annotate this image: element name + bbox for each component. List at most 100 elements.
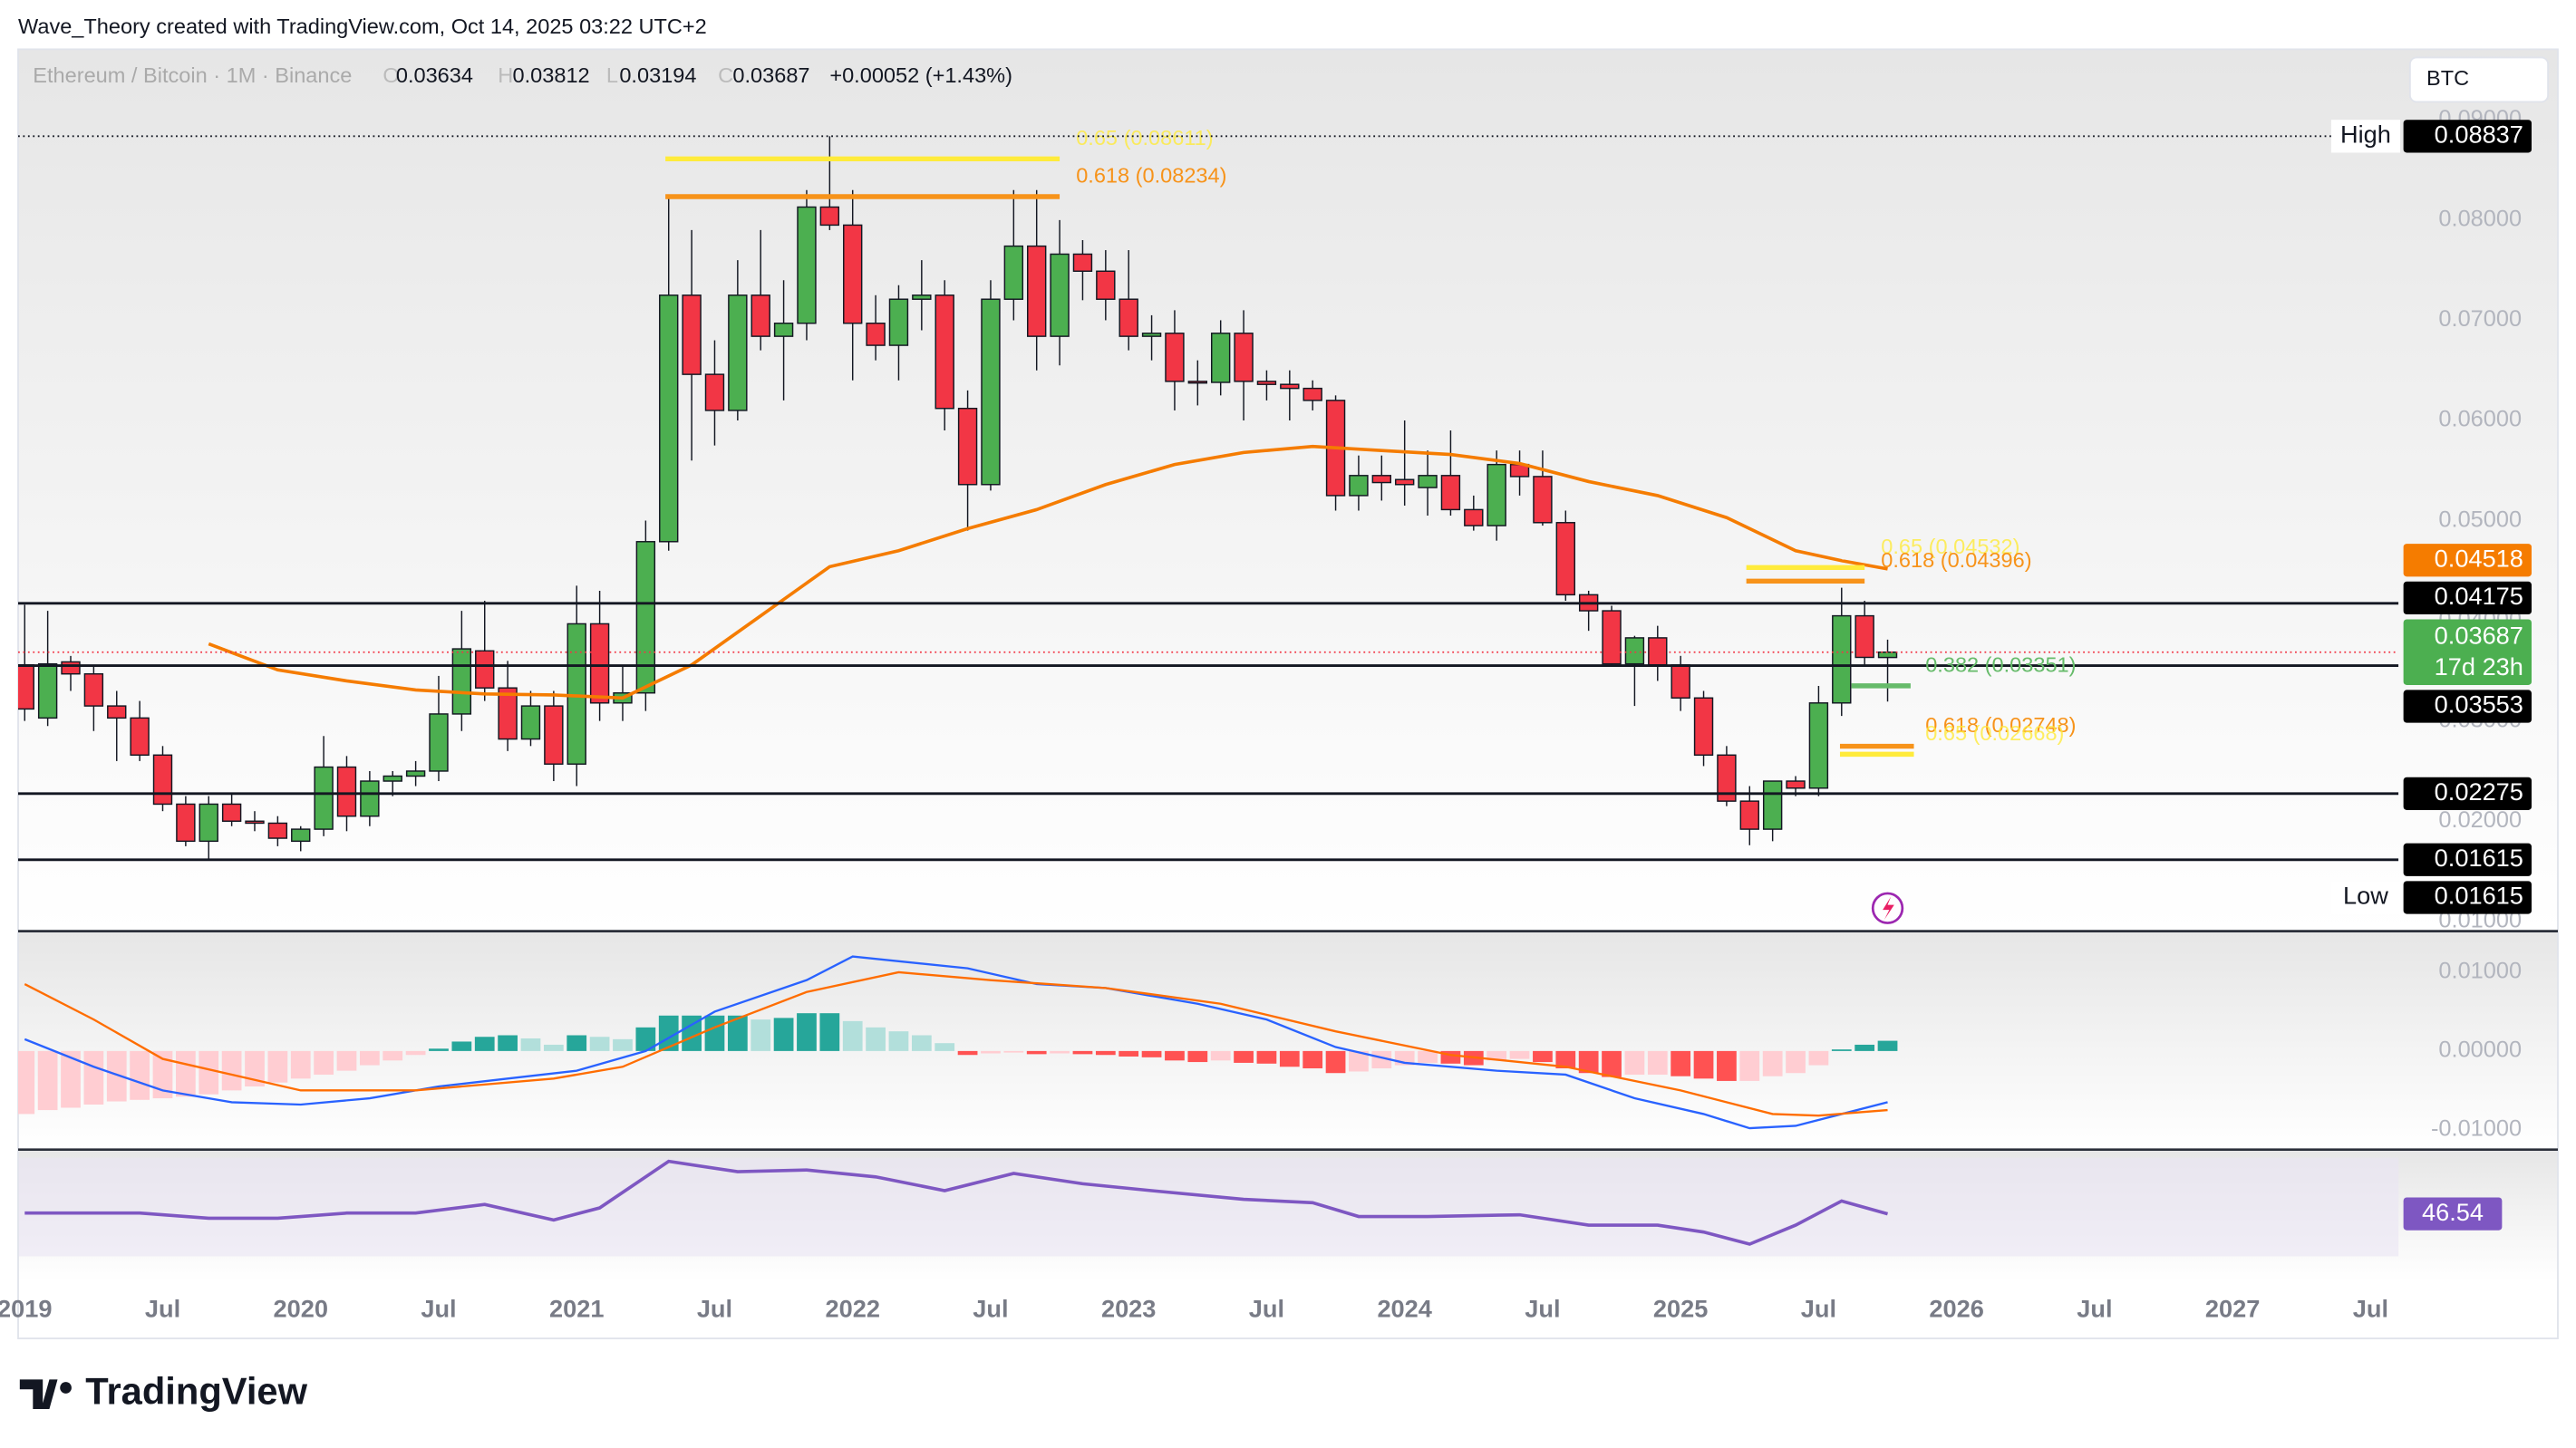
x-tick-label: 2020 — [274, 1294, 328, 1322]
candle-body — [1256, 381, 1277, 385]
histogram-bar — [130, 1050, 150, 1100]
candle-body — [475, 650, 495, 689]
x-tick-label: Jul — [1525, 1294, 1560, 1322]
histogram-bar — [1095, 1050, 1116, 1056]
candle-body — [912, 294, 932, 300]
event-icon[interactable] — [1871, 892, 1904, 924]
histogram-bar — [405, 1050, 426, 1056]
y-tick-label: 0.05000 — [2438, 507, 2522, 532]
histogram-bar — [751, 1019, 771, 1051]
price-tag: Low — [2343, 882, 2388, 910]
currency-button[interactable] — [2408, 56, 2550, 103]
candle-body — [1119, 298, 1138, 337]
histogram-bar — [429, 1048, 449, 1051]
price-label-box — [2403, 881, 2532, 914]
histogram-bar — [61, 1050, 81, 1108]
candle-body — [1533, 476, 1553, 524]
histogram-bar — [1555, 1050, 1576, 1069]
candle-body — [659, 294, 679, 543]
candle-body — [267, 822, 288, 839]
candle-body — [1464, 508, 1484, 526]
candle-body — [1440, 475, 1461, 511]
candle-body — [728, 294, 748, 411]
fib-label: 0.618 (0.08234) — [1076, 163, 1226, 187]
histogram-bar — [635, 1027, 656, 1051]
candle-body — [520, 705, 541, 740]
histogram-bar — [797, 1013, 817, 1051]
y-tick-label: 0.01000 — [2438, 959, 2522, 984]
histogram-bar — [981, 1050, 1001, 1054]
histogram-bar — [727, 1015, 748, 1051]
fib-label: 0.65 (0.08611) — [1076, 126, 1213, 150]
axis-layer: 0.090000.080000.070000.060000.050000.040… — [0, 106, 2532, 1322]
price-label: 0.04518 — [2435, 544, 2523, 572]
histogram-bar — [498, 1035, 518, 1051]
x-tick-label: Jul — [1249, 1294, 1284, 1322]
x-tick-label: 2019 — [0, 1294, 52, 1322]
price-pane — [18, 49, 2558, 932]
candle-body — [1027, 245, 1047, 337]
price-label-box — [2403, 843, 2532, 876]
logo-mark — [60, 1382, 72, 1394]
y-tick-label: 0.06000 — [2438, 407, 2522, 432]
candle-body — [1555, 522, 1575, 596]
x-tick-label: Jul — [145, 1294, 180, 1322]
ohlc-label: H — [498, 63, 513, 87]
candle-body — [429, 713, 449, 772]
candle-body — [773, 323, 794, 337]
candle-body — [866, 323, 886, 346]
candle-body — [1371, 475, 1392, 484]
histogram-bar — [866, 1027, 886, 1051]
histogram-bar — [773, 1018, 794, 1051]
candle-body — [1303, 387, 1322, 401]
histogram-bar — [1877, 1040, 1898, 1051]
histogram-bar — [221, 1050, 242, 1091]
candle-body — [1165, 333, 1185, 382]
price-label-box — [2403, 690, 2532, 723]
candle-body — [1280, 383, 1300, 390]
candle-body — [1072, 253, 1093, 272]
histogram-bar — [1303, 1050, 1323, 1069]
y-tick-label: 0.08000 — [2438, 207, 2522, 232]
histogram-bar — [543, 1044, 564, 1051]
histogram-bar — [1325, 1050, 1346, 1074]
x-tick-label: Jul — [1801, 1294, 1836, 1322]
y-tick-label: 0.02000 — [2438, 807, 2522, 833]
histogram-bar — [383, 1050, 403, 1061]
histogram-bar — [1119, 1050, 1139, 1057]
macd-pane — [18, 931, 2558, 1150]
candle-body — [1671, 664, 1690, 699]
ohlc-label: O — [383, 63, 399, 87]
histogram-bar — [1165, 1050, 1185, 1061]
ohlc-value: 0.03812 — [513, 63, 590, 87]
candle-body — [107, 705, 127, 719]
histogram-bar — [613, 1038, 633, 1051]
candle-body — [1693, 697, 1714, 756]
histogram-bar — [152, 1050, 173, 1099]
candle-body — [1624, 637, 1645, 665]
symbol: Ethereum / Bitcoin · 1M · Binance — [33, 63, 352, 87]
candle-body — [61, 661, 81, 675]
candle-body — [130, 717, 150, 756]
histogram-bar — [1234, 1050, 1254, 1063]
y-tick-label: -0.01000 — [2431, 1116, 2522, 1142]
histogram-bar — [682, 1015, 702, 1051]
candle-body — [957, 408, 978, 486]
candle-body — [1141, 333, 1162, 337]
histogram-bar — [935, 1043, 955, 1051]
price-label-box — [2403, 581, 2532, 615]
histogram-bar — [290, 1050, 311, 1079]
price-label-box — [2403, 777, 2532, 810]
currency[interactable]: BTC — [2426, 66, 2469, 90]
candle-body — [176, 803, 196, 843]
candle-body — [1808, 702, 1829, 789]
histogram-bar — [267, 1050, 288, 1083]
price-tag-box — [2330, 881, 2400, 914]
histogram-bar — [451, 1041, 472, 1051]
candle-body — [704, 373, 725, 411]
countdown: 17d 23h — [2435, 652, 2523, 681]
histogram-bar — [1739, 1050, 1760, 1081]
histogram-bar — [1509, 1050, 1530, 1059]
histogram-bar — [520, 1038, 541, 1051]
event-icon-bolt — [1883, 896, 1894, 920]
